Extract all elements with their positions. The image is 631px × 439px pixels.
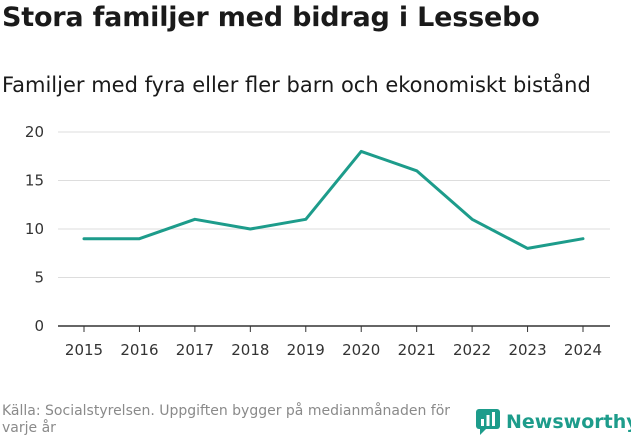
newsworthy-logo-icon [476,409,500,435]
x-tick-label: 2024 [564,341,602,359]
x-tick-label: 2016 [120,341,158,359]
series-line [82,149,585,250]
y-tick-label: 0 [34,317,44,335]
y-tick-label: 10 [25,220,44,238]
y-tick-label: 5 [34,269,44,287]
x-tick-label: 2018 [231,341,269,359]
chart-title: Stora familjer med bidrag i Lessebo [2,2,540,33]
y-tick-label: 20 [25,123,44,141]
x-tick-label: 2017 [176,341,214,359]
x-tick-label: 2020 [342,341,380,359]
x-tick-label: 2022 [453,341,491,359]
chart-subtitle: Familjer med fyra eller fler barn och ek… [2,73,591,97]
y-tick-label: 15 [25,172,44,190]
line-chart: 0 5 10 15 20 2015 2016 2017 2018 2019 2020 2021 2022… [25,123,610,359]
x-tick-label: 2019 [287,341,325,359]
brand-logo: Newsworthy [476,409,631,435]
x-tick-label: 2021 [398,341,436,359]
x-tick-label: 2023 [508,341,546,359]
source-note: Källa: Socialstyrelsen. Uppgiften bygger… [2,403,451,436]
brand-name: Newsworthy [506,411,631,433]
x-tick-label: 2015 [65,341,103,359]
